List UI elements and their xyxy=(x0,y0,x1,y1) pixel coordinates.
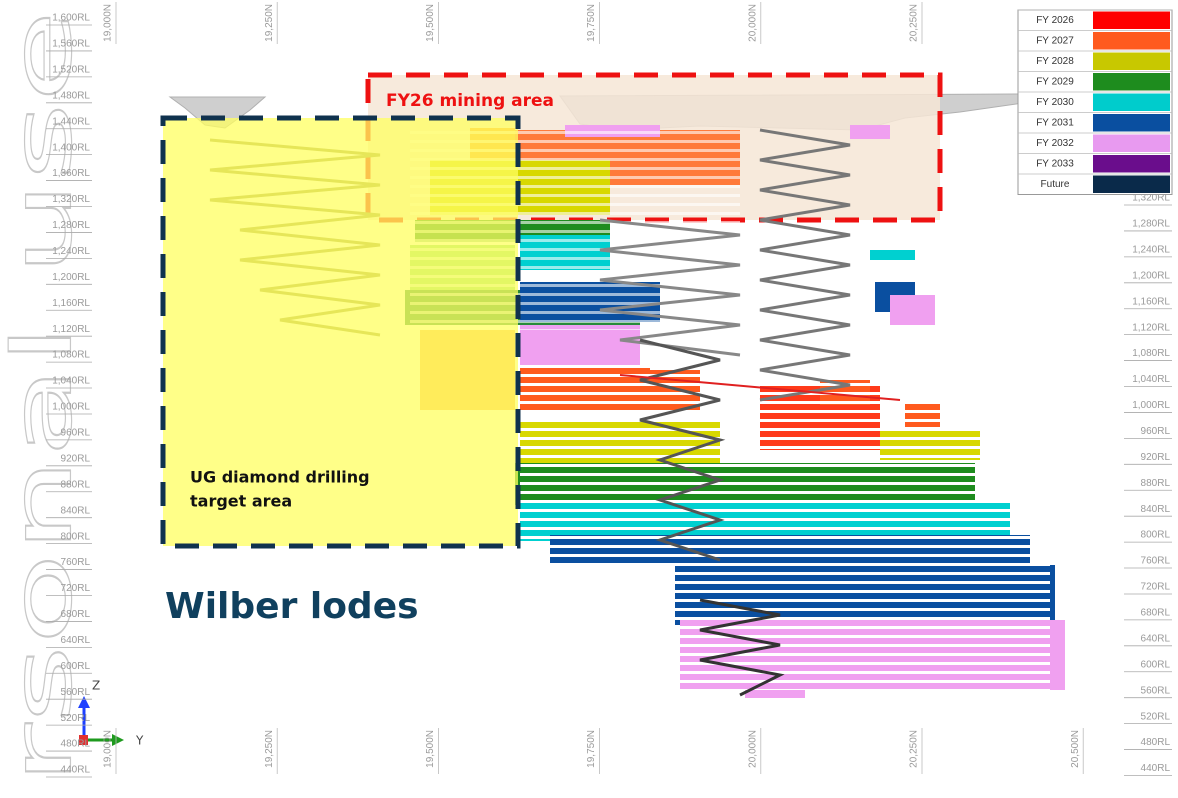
legend-swatch xyxy=(1093,155,1170,173)
stope-blocks xyxy=(405,125,1065,698)
rl-label: 440RL xyxy=(61,765,91,776)
grid-labels: 1,600RL 1,560RL 1,520RL 1,480RL 1,440RL 1,400… xyxy=(46,2,1172,778)
legend-label: FY 2027 xyxy=(1036,35,1074,46)
rl-label: 440RL xyxy=(1141,763,1171,774)
rl-label: 720RL xyxy=(1141,582,1171,593)
axis-triad: Z Y xyxy=(78,679,144,748)
legend-label: FY 2031 xyxy=(1036,117,1074,128)
axis-z-label: Z xyxy=(92,679,100,693)
rl-label: 760RL xyxy=(1141,556,1171,567)
rl-label: 1,200RL xyxy=(1132,270,1170,281)
legend-swatch xyxy=(1093,32,1170,50)
northing-label: 20,000N xyxy=(747,4,758,42)
watermark-layer: rsonal use xyxy=(0,9,91,785)
drilling-target-label: target area xyxy=(190,492,292,511)
rl-label: 880RL xyxy=(1141,478,1171,489)
rl-label: 1,320RL xyxy=(52,194,90,205)
rl-label: 960RL xyxy=(1141,426,1171,437)
rl-label: 720RL xyxy=(61,583,91,594)
rl-label: 840RL xyxy=(1141,504,1171,515)
rl-label: 1,040RL xyxy=(52,376,90,387)
rl-label: 1,080RL xyxy=(52,350,90,361)
rl-label: 480RL xyxy=(1141,737,1171,748)
rl-label: 1,240RL xyxy=(52,246,90,257)
rl-label: 1,600RL xyxy=(52,13,90,24)
legend-swatch xyxy=(1093,93,1170,111)
rl-label: 680RL xyxy=(1141,608,1171,619)
rl-label: 1,000RL xyxy=(1132,400,1170,411)
rl-label: 1,160RL xyxy=(52,298,90,309)
rl-label: 1,200RL xyxy=(52,272,90,283)
rl-label: 600RL xyxy=(61,661,91,672)
northing-label: 19,250N xyxy=(264,4,275,42)
legend-swatch xyxy=(1093,175,1170,193)
rl-label: 920RL xyxy=(1141,452,1171,463)
legend-swatch xyxy=(1093,52,1170,70)
legend-label: Future xyxy=(1041,179,1070,190)
legend-label: FY 2029 xyxy=(1036,76,1074,87)
legend-label: FY 2026 xyxy=(1036,15,1074,26)
rl-label: 520RL xyxy=(1141,711,1171,722)
rl-label: 1,120RL xyxy=(1132,322,1170,333)
rl-label: 800RL xyxy=(1141,530,1171,541)
rl-label: 840RL xyxy=(61,505,91,516)
legend-swatch xyxy=(1093,134,1170,152)
legend-swatch xyxy=(1093,73,1170,91)
legend: FY 2026 FY 2027 FY 2028 FY 2029 FY 2030 FY 20… xyxy=(1017,9,1173,195)
rl-label: 1,440RL xyxy=(52,116,90,127)
watermark: rsonal use xyxy=(0,10,90,785)
legend-swatch xyxy=(1093,114,1170,132)
lode-name: Wilber lodes xyxy=(165,586,419,627)
northing-label: 20,500N xyxy=(1070,730,1081,768)
rl-label: 560RL xyxy=(61,687,91,698)
rl-label: 1,080RL xyxy=(1132,348,1170,359)
rl-label: 560RL xyxy=(1141,685,1171,696)
rl-label: 1,280RL xyxy=(52,220,90,231)
rl-label: 1,280RL xyxy=(1132,219,1170,230)
rl-label: 1,320RL xyxy=(1132,193,1170,204)
rl-label: 1,480RL xyxy=(52,90,90,101)
mining-area-label: FY26 mining area xyxy=(386,91,554,111)
northing-label: 19,500N xyxy=(425,4,436,42)
rl-label: 1,120RL xyxy=(52,324,90,335)
northing-label: 19,750N xyxy=(586,4,597,42)
rl-label: 520RL xyxy=(61,713,91,724)
rl-label: 960RL xyxy=(61,428,91,439)
drilling-target-box xyxy=(160,115,521,549)
drilling-target-label: UG diamond drilling xyxy=(190,468,370,487)
northing-label: 20,250N xyxy=(909,730,920,768)
legend-label: FY 2032 xyxy=(1036,138,1074,149)
rl-label: 600RL xyxy=(1141,659,1171,670)
northing-label: 20,000N xyxy=(747,730,758,768)
legend-label: FY 2033 xyxy=(1036,158,1074,169)
rl-label: 880RL xyxy=(61,479,91,490)
rl-label: 1,560RL xyxy=(52,39,90,50)
rl-label: 640RL xyxy=(1141,633,1171,644)
northing-label: 19,000N xyxy=(103,730,114,768)
rl-label: 640RL xyxy=(61,635,91,646)
rl-label: 1,360RL xyxy=(52,168,90,179)
legend-swatch xyxy=(1093,11,1170,29)
rl-label: 1,400RL xyxy=(52,142,90,153)
rl-label: 1,000RL xyxy=(52,402,90,413)
northing-label: 19,500N xyxy=(425,730,436,768)
rl-label: 1,240RL xyxy=(1132,245,1170,256)
axis-y-label: Y xyxy=(135,734,144,748)
rl-label: 680RL xyxy=(61,609,91,620)
northing-label: 20,250N xyxy=(909,4,920,42)
legend-label: FY 2028 xyxy=(1036,56,1074,67)
northing-label: 19,000N xyxy=(103,4,114,42)
rl-label: 480RL xyxy=(61,739,91,750)
rl-label: 1,040RL xyxy=(1132,374,1170,385)
northing-label: 19,750N xyxy=(586,730,597,768)
northing-label: 19,250N xyxy=(264,730,275,768)
rl-label: 920RL xyxy=(61,453,91,464)
rl-label: 760RL xyxy=(61,557,91,568)
legend-label: FY 2030 xyxy=(1036,97,1074,108)
rl-label: 1,520RL xyxy=(52,65,90,76)
rl-label: 1,160RL xyxy=(1132,296,1170,307)
rl-label: 800RL xyxy=(61,531,91,542)
